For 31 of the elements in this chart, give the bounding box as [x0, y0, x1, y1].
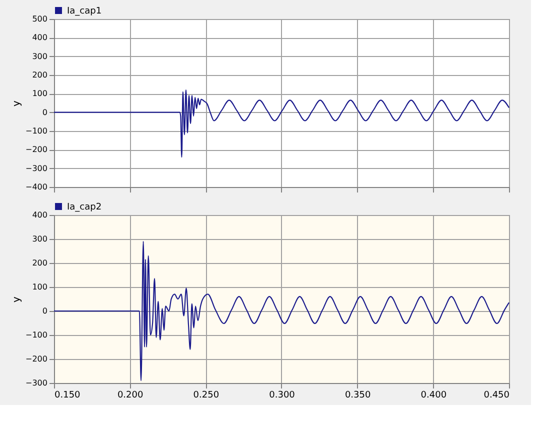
y-axis-title: y: [12, 100, 23, 106]
y-tick-label: 200: [32, 70, 48, 80]
y-tick-label: 500: [32, 14, 48, 24]
y-tick-label: 400: [32, 33, 48, 42]
legend-label: Ia_cap2: [67, 202, 102, 212]
y-tick-label: 300: [32, 52, 48, 61]
x-tick-label: 0.450: [484, 390, 510, 400]
x-tick-label: 0.250: [193, 390, 220, 400]
y-tick-label: −100: [26, 126, 48, 136]
x-tick-label: 0.200: [117, 390, 144, 400]
y-tick-label: −400: [26, 182, 48, 192]
x-tick-label: 0.150: [54, 390, 81, 400]
x-tick-label: 0.400: [420, 390, 447, 400]
y-axis-title: y: [12, 296, 23, 302]
y-tick-label: −200: [26, 354, 48, 364]
y-tick-label: −100: [26, 330, 48, 340]
legend-label: Ia_cap1: [67, 6, 102, 16]
y-tick-label: 400: [32, 210, 48, 220]
y-tick-label: −300: [26, 378, 48, 388]
y-tick-label: 0: [42, 108, 48, 117]
line-series: [53, 89, 510, 158]
y-tick-label: −200: [26, 145, 48, 154]
y-tick-label: 300: [32, 234, 48, 244]
x-tick-label: 0.300: [269, 390, 296, 400]
x-tick-label: 0.350: [344, 390, 371, 400]
y-tick-label: 100: [32, 282, 48, 292]
line-series: [53, 240, 510, 382]
y-tick-label: 200: [32, 258, 48, 268]
y-tick-label: −300: [26, 164, 48, 173]
y-tick-label: 0: [42, 306, 48, 316]
y-tick-label: 100: [32, 89, 48, 98]
